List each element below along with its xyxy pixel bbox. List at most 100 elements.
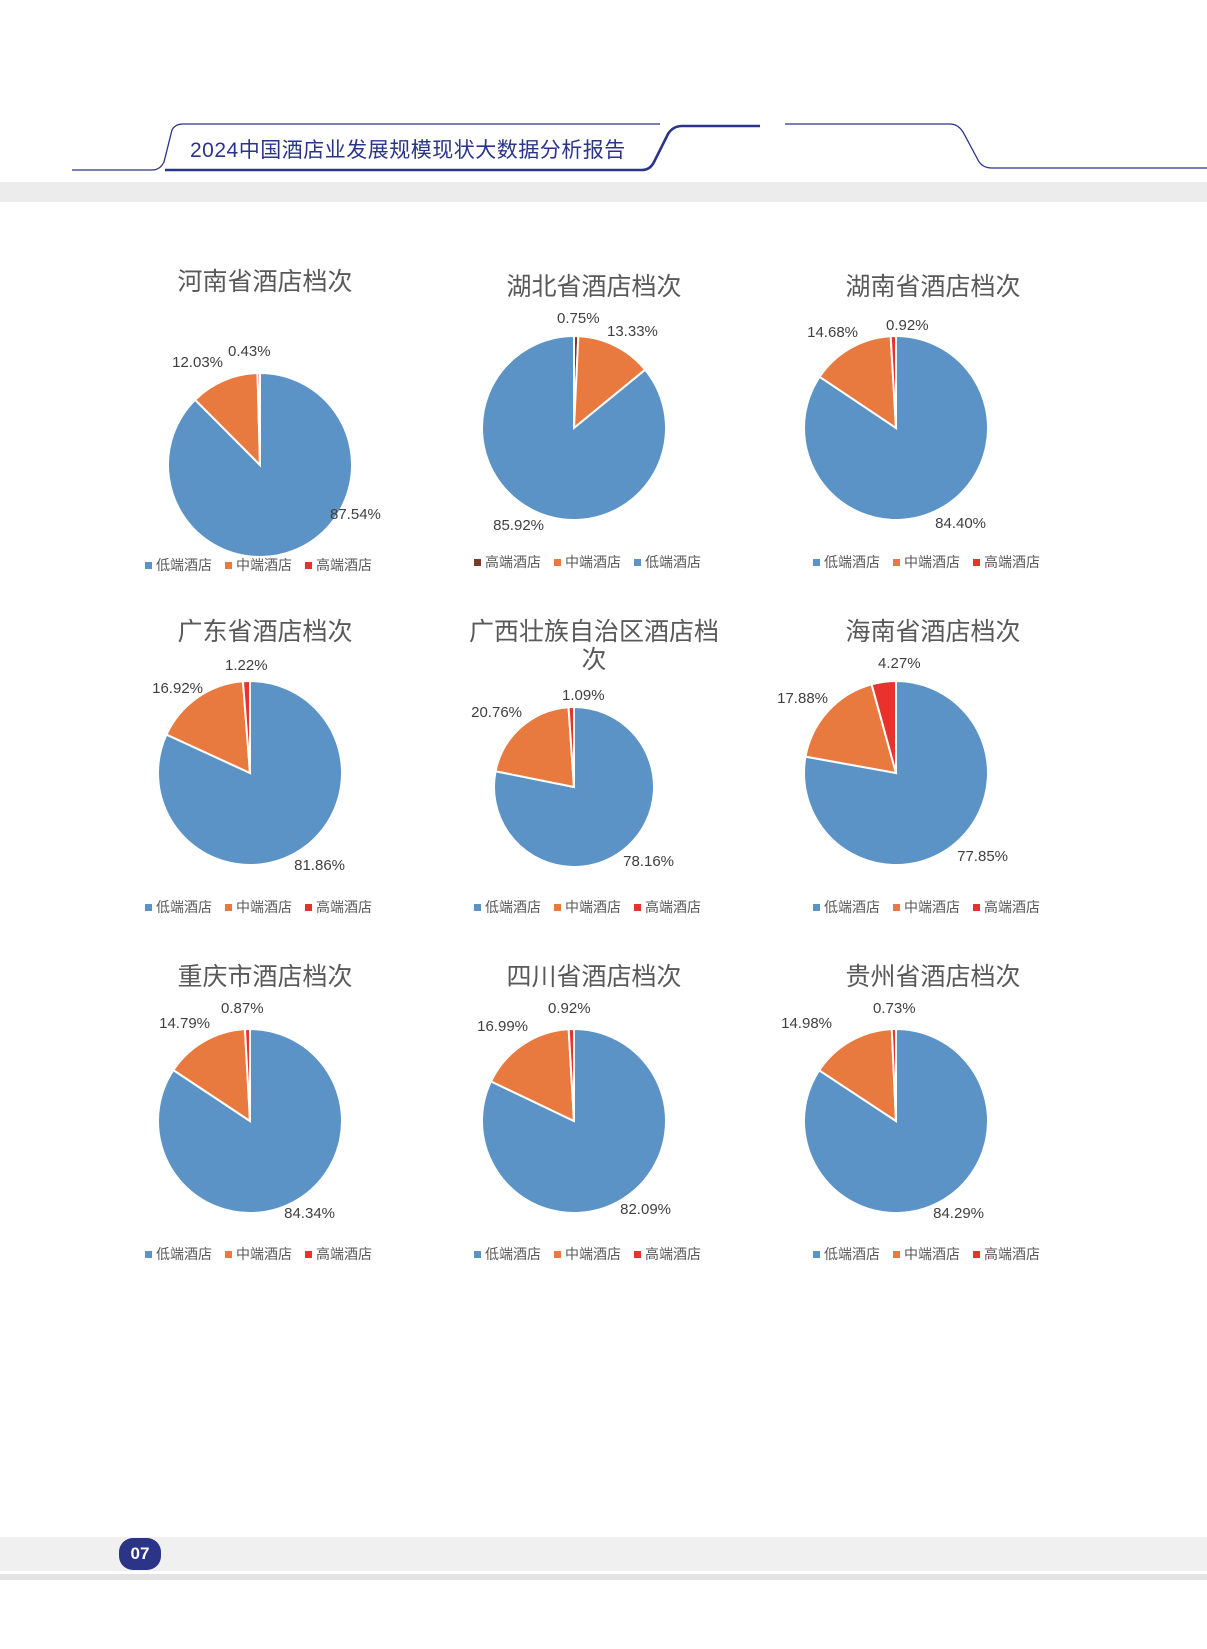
legend-label: 高端酒店	[984, 899, 1040, 916]
legend-label: 中端酒店	[565, 1247, 621, 1263]
legend-label: 低端酒店	[156, 558, 212, 574]
chart-title: 重庆市酒店档次	[177, 962, 352, 991]
legend-swatch	[634, 1251, 641, 1258]
legend-swatch	[973, 559, 980, 566]
footer-band	[0, 1537, 1207, 1571]
legend-swatch	[305, 904, 312, 911]
legend-label: 高端酒店	[984, 1246, 1040, 1263]
pie-slice	[803, 679, 989, 866]
pie-slice	[890, 1027, 897, 1122]
pie-slice	[256, 371, 261, 466]
pie-slice	[172, 1028, 252, 1123]
data-label: 0.92%	[886, 317, 929, 334]
legend-label: 低端酒店	[645, 555, 701, 571]
legend-label: 中端酒店	[236, 900, 292, 916]
legend-label: 中端酒店	[236, 1247, 292, 1263]
data-label: 14.98%	[781, 1015, 832, 1032]
legend-swatch	[813, 1251, 820, 1258]
chart-title: 湖南省酒店档次	[845, 272, 1020, 301]
data-label: 1.22%	[225, 657, 268, 674]
pie-slice	[493, 705, 655, 868]
pie-slice	[165, 680, 252, 775]
legend-swatch	[634, 559, 641, 566]
legend-swatch	[554, 904, 561, 911]
legend-label: 低端酒店	[485, 1247, 541, 1263]
legend-swatch	[225, 1251, 232, 1258]
pie-slice	[567, 1027, 575, 1122]
legend-label: 中端酒店	[904, 1247, 960, 1263]
legend-label: 中端酒店	[565, 900, 621, 916]
chart-title: 河南省酒店档次	[177, 267, 352, 296]
data-label: 0.75%	[557, 310, 600, 327]
chart-guangdong: 广东省酒店档次 81.86% 16.92% 1.22% 低端酒店 中端酒店 高端酒店	[125, 617, 425, 970]
chart-guizhou: 贵州省酒店档次 84.29% 14.98% 0.73% 低端酒店 中端酒店 高端酒店	[781, 962, 1093, 1338]
legend-swatch	[225, 904, 232, 911]
chart-hunan: 湖南省酒店档次 84.40% 14.68% 0.92% 低端酒店 中端酒店 高端酒店	[793, 272, 1093, 630]
legend-swatch	[305, 1251, 312, 1258]
chart-chongqing: 重庆市酒店档次 84.34% 14.79% 0.87% 低端酒店 中端酒店 高端酒店	[125, 962, 425, 1338]
data-label: 82.09%	[620, 1201, 671, 1218]
data-label: 0.43%	[228, 343, 271, 360]
report-title: 2024中国酒店业发展规模现状大数据分析报告	[190, 139, 626, 162]
legend-swatch	[474, 559, 481, 566]
header-decoration	[72, 123, 1207, 172]
legend-swatch	[145, 904, 152, 911]
pie-slice	[889, 334, 897, 429]
data-label: 12.03%	[172, 354, 223, 371]
legend-label: 高端酒店	[984, 554, 1040, 571]
chart-title: 贵州省酒店档次	[845, 962, 1020, 991]
chart-henan: 河南省酒店档次 87.54% 12.03% 0.43% 低端酒店 中端酒店 高端酒店	[125, 265, 425, 625]
legend-swatch	[634, 904, 641, 911]
legend-label: 低端酒店	[485, 900, 541, 916]
legend-swatch	[973, 904, 980, 911]
legend-label: 高端酒店	[645, 899, 701, 916]
legend-swatch	[893, 559, 900, 566]
data-label: 77.85%	[957, 848, 1008, 865]
data-label: 84.29%	[933, 1205, 984, 1222]
legend-swatch	[474, 904, 481, 911]
data-label: 20.76%	[471, 704, 522, 721]
legend-label: 高端酒店	[316, 557, 372, 574]
legend-swatch	[145, 1251, 152, 1258]
chart-title: 广东省酒店档次	[177, 617, 352, 646]
legend-label: 高端酒店	[316, 899, 372, 916]
data-label: 81.86%	[294, 857, 345, 874]
legend-swatch	[145, 562, 152, 569]
chart-guangxi: 广西壮族自治区酒店档次 78.16% 20.76% 1.09% 低端酒店 中端酒店 高端酒店	[454, 617, 754, 970]
legend-label: 高端酒店	[485, 554, 541, 571]
data-label: 85.92%	[493, 517, 544, 534]
chart-title: 次	[581, 645, 606, 674]
legend-swatch	[973, 1251, 980, 1258]
data-label: 13.33%	[607, 323, 658, 340]
chart-title: 湖北省酒店档次	[506, 272, 681, 301]
chart-sichuan: 四川省酒店档次 82.09% 16.99% 0.92% 低端酒店 中端酒店 高端酒店	[454, 962, 754, 1338]
legend-label: 中端酒店	[565, 555, 621, 571]
legend-label: 高端酒店	[316, 1246, 372, 1263]
legend-label: 中端酒店	[904, 900, 960, 916]
pie-slice	[870, 679, 897, 774]
data-label: 4.27%	[878, 655, 921, 672]
data-label: 0.87%	[221, 1000, 264, 1017]
data-label: 17.88%	[777, 690, 828, 707]
pie-slice	[156, 679, 343, 866]
pie-slice	[567, 705, 575, 788]
legend-label: 低端酒店	[824, 1247, 880, 1263]
pie-slice	[241, 679, 251, 774]
legend-swatch	[813, 559, 820, 566]
header-band	[0, 182, 1207, 202]
legend-swatch	[813, 904, 820, 911]
pie-slice	[481, 1027, 667, 1214]
legend-label: 中端酒店	[236, 558, 292, 574]
pie-slice	[572, 335, 647, 431]
data-label: 0.73%	[873, 1000, 916, 1017]
data-label: 78.16%	[623, 853, 674, 870]
legend-swatch	[474, 1251, 481, 1258]
data-label: 1.09%	[562, 687, 605, 704]
pie-slice	[481, 334, 668, 521]
chart-hainan: 海南省酒店档次 77.85% 17.88% 4.27% 低端酒店 中端酒店 高端酒店	[777, 617, 1093, 970]
legend-swatch	[554, 559, 561, 566]
legend-swatch	[225, 562, 232, 569]
data-label: 84.34%	[284, 1205, 335, 1222]
data-label: 16.99%	[477, 1018, 528, 1035]
legend-label: 低端酒店	[824, 555, 880, 571]
